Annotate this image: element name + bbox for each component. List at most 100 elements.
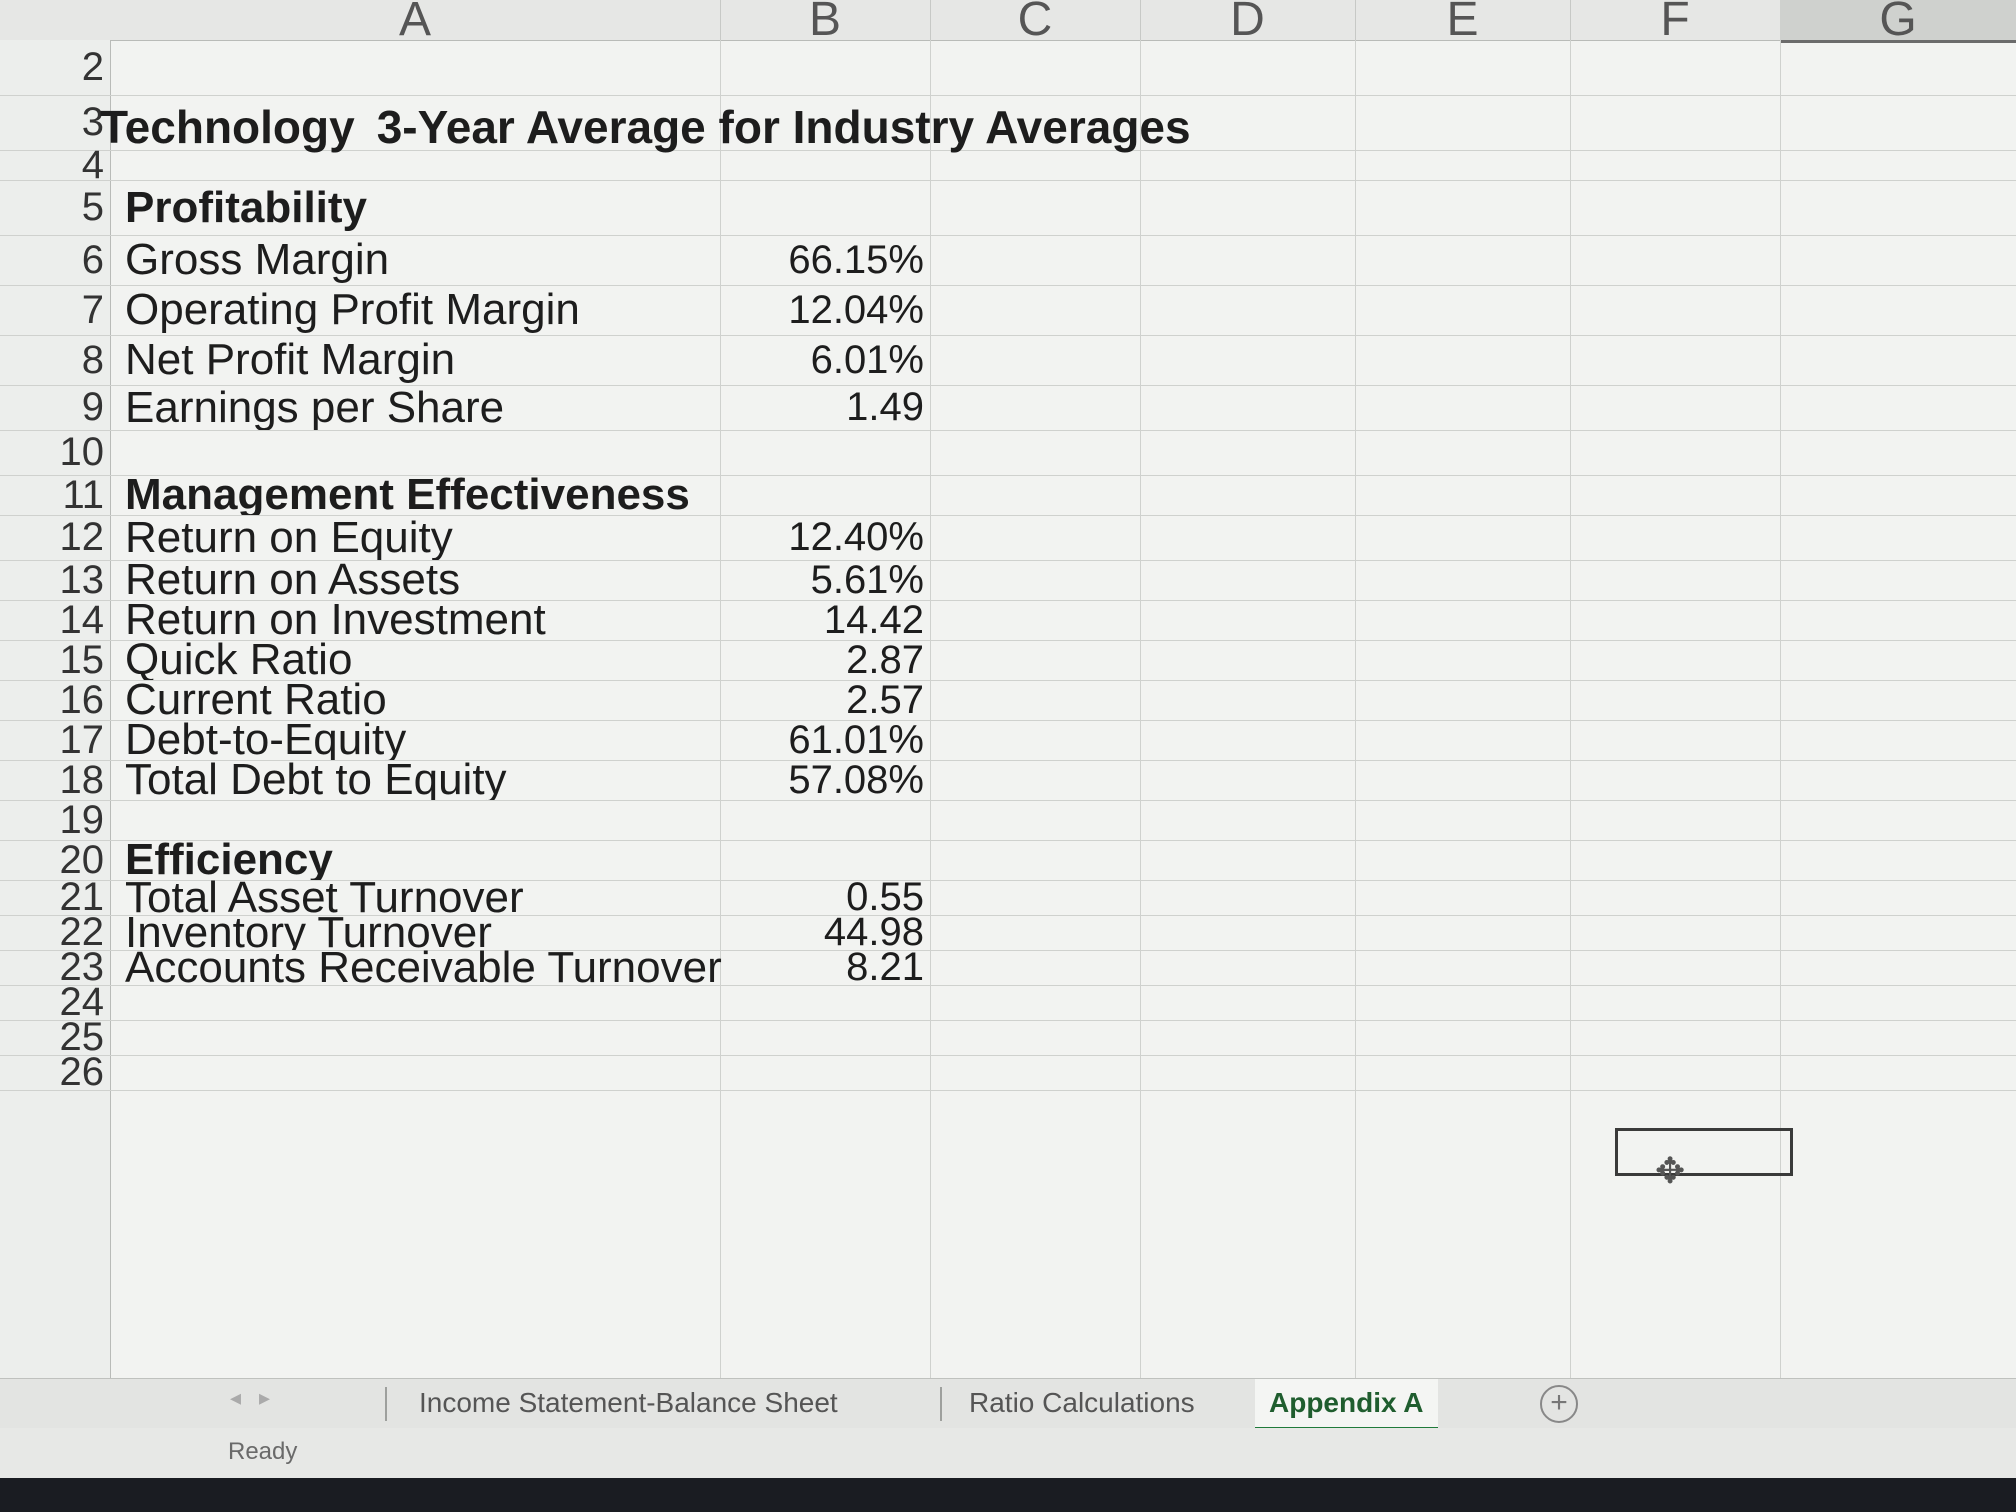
- cell-value[interactable]: 12.40%: [788, 515, 924, 559]
- row-number[interactable]: 22: [59, 910, 105, 954]
- tab-income-statement[interactable]: Income Statement-Balance Sheet: [419, 1387, 838, 1418]
- row-number[interactable]: 2: [81, 45, 104, 89]
- row-number[interactable]: 9: [81, 385, 104, 429]
- cell-value[interactable]: 2.87: [846, 637, 924, 682]
- row-number[interactable]: 19: [59, 797, 105, 842]
- row-number[interactable]: 7: [81, 287, 104, 332]
- cell-label[interactable]: Profitability: [125, 182, 368, 232]
- table-row: 13 Return on Assets 5.61%: [0, 557, 2016, 602]
- cell-label[interactable]: Accounts Receivable Turnover: [125, 950, 722, 985]
- row-number[interactable]: 25: [59, 1015, 105, 1059]
- cell-label[interactable]: [125, 40, 725, 95]
- cell-value[interactable]: 8.21: [846, 945, 924, 989]
- cell-value[interactable]: [730, 150, 930, 180]
- table-row: 2: [0, 40, 2016, 96]
- column-header-g[interactable]: G: [1780, 0, 2016, 43]
- row-number[interactable]: 20: [59, 837, 105, 882]
- sheet-tab-bar: ◂▸ Income Statement-Balance Sheet Ratio …: [0, 1378, 2016, 1430]
- cell-value[interactable]: 1.49: [846, 385, 924, 429]
- row-number[interactable]: 11: [62, 472, 104, 517]
- cell-label[interactable]: Return on Assets: [125, 560, 461, 600]
- cell-value[interactable]: [730, 1020, 930, 1055]
- table-row: 6 Gross Margin 66.15%: [0, 235, 2016, 286]
- cell-label[interactable]: Quick Ratio: [125, 640, 353, 680]
- table-row: 18 Total Debt to Equity 57.08%: [0, 757, 2016, 802]
- cell-value[interactable]: [730, 800, 930, 840]
- cell-label[interactable]: [125, 800, 725, 840]
- cell-label[interactable]: Inventory Turnover: [125, 915, 492, 950]
- table-row: 7 Operating Profit Margin 12.04%: [0, 285, 2016, 336]
- cell-label[interactable]: Total Debt to Equity: [125, 760, 507, 800]
- row-number[interactable]: 12: [59, 515, 105, 559]
- row-number[interactable]: 4: [81, 142, 104, 187]
- selected-cell[interactable]: [1615, 1128, 1793, 1176]
- tab-appendix-a[interactable]: Appendix A: [1255, 1379, 1438, 1430]
- taskbar: [0, 1478, 2016, 1512]
- cell-value[interactable]: 61.01%: [788, 717, 924, 762]
- row-number[interactable]: 17: [59, 717, 105, 762]
- column-header-e[interactable]: E: [1355, 0, 1571, 40]
- cell-value[interactable]: [730, 840, 930, 880]
- cell-value[interactable]: 66.15%: [788, 237, 924, 282]
- row-number[interactable]: 16: [59, 677, 105, 722]
- cell-label[interactable]: Earnings per Share: [125, 385, 505, 430]
- column-header-b[interactable]: B: [720, 0, 931, 40]
- table-row: 14 Return on Investment 14.42: [0, 597, 2016, 642]
- plus-circle-icon[interactable]: +: [1540, 1385, 1578, 1423]
- cell-label[interactable]: Efficiency: [125, 840, 333, 880]
- row-number[interactable]: 6: [81, 237, 104, 282]
- row-number[interactable]: 5: [81, 185, 104, 229]
- cell-value[interactable]: 6.01%: [810, 337, 924, 382]
- tab-scroll-arrows-icon[interactable]: ◂▸: [230, 1385, 289, 1410]
- row-number[interactable]: 10: [59, 430, 105, 474]
- cell-value[interactable]: 44.98: [823, 910, 924, 954]
- row-number[interactable]: 3: [81, 100, 104, 144]
- cell-label[interactable]: Current Ratio: [125, 680, 387, 720]
- column-header-a[interactable]: A: [110, 0, 721, 40]
- cell-value[interactable]: 14.42: [823, 597, 924, 642]
- cell-label[interactable]: Return on Equity: [125, 515, 453, 560]
- cell-value[interactable]: [730, 430, 930, 475]
- sheet-title[interactable]: Technology 3-Year Average for Industry Av…: [100, 100, 1213, 154]
- table-row: 8 Net Profit Margin 6.01%: [0, 335, 2016, 386]
- row-number[interactable]: 18: [59, 757, 105, 802]
- tab-ratio-calculations[interactable]: Ratio Calculations: [969, 1387, 1195, 1418]
- cell-value[interactable]: 0.55: [846, 875, 924, 919]
- table-row: 5 Profitability: [0, 180, 2016, 236]
- row-number[interactable]: 8: [81, 337, 104, 382]
- cell-label[interactable]: Net Profit Margin: [125, 335, 456, 384]
- cell-label[interactable]: Management Effectiveness: [125, 475, 690, 515]
- cell-label[interactable]: Total Asset Turnover: [125, 880, 524, 915]
- cell-value[interactable]: [730, 985, 930, 1020]
- cell-label[interactable]: [125, 150, 725, 180]
- cell-label[interactable]: [125, 430, 725, 475]
- cell-value[interactable]: 5.61%: [810, 557, 924, 602]
- row-number[interactable]: 21: [59, 875, 105, 919]
- table-row: 9 Earnings per Share 1.49: [0, 385, 2016, 431]
- cell-label[interactable]: Operating Profit Margin: [125, 285, 580, 334]
- cell-value[interactable]: [730, 180, 930, 235]
- cell-value[interactable]: [730, 40, 930, 95]
- row-number[interactable]: 14: [59, 597, 105, 642]
- cell-label[interactable]: Gross Margin: [125, 235, 390, 284]
- cell-value[interactable]: [730, 475, 930, 515]
- cell-label[interactable]: [125, 1020, 725, 1055]
- cell-label[interactable]: Return on Investment: [125, 600, 546, 640]
- cell-value[interactable]: 2.57: [846, 677, 924, 722]
- cell-label[interactable]: [125, 985, 725, 1020]
- column-header-d[interactable]: D: [1140, 0, 1356, 40]
- row-number[interactable]: 23: [59, 945, 105, 989]
- cell-label[interactable]: [125, 1055, 725, 1090]
- row-number[interactable]: 13: [59, 557, 105, 602]
- row-number[interactable]: 15: [59, 637, 105, 682]
- row-number[interactable]: 26: [59, 1050, 105, 1094]
- column-header-c[interactable]: C: [930, 0, 1141, 40]
- cell-value[interactable]: [730, 1055, 930, 1090]
- gridline: [1570, 40, 1571, 1380]
- cell-label[interactable]: Debt-to-Equity: [125, 720, 407, 760]
- row-number[interactable]: 24: [59, 980, 105, 1024]
- cell-value[interactable]: 57.08%: [788, 757, 924, 802]
- cell-value[interactable]: 12.04%: [788, 287, 924, 332]
- column-header-f[interactable]: F: [1570, 0, 1781, 40]
